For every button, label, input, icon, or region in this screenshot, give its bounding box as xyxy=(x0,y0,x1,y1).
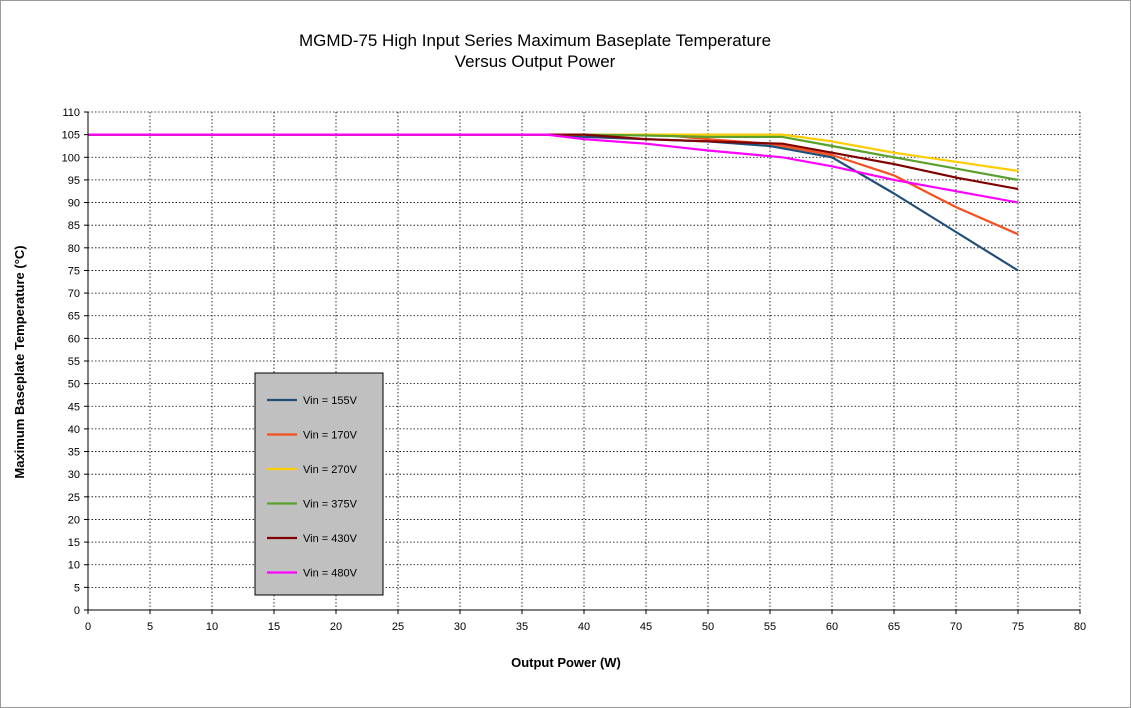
x-tick-label: 80 xyxy=(1074,621,1086,633)
x-tick-label: 35 xyxy=(516,621,528,633)
y-tick-label: 25 xyxy=(68,492,80,504)
x-tick-label: 75 xyxy=(1012,621,1024,633)
legend-label: Vin = 155V xyxy=(303,395,358,407)
y-tick-label: 75 xyxy=(68,265,80,277)
legend-label: Vin = 375V xyxy=(303,499,358,511)
y-tick-label: 105 xyxy=(62,130,80,142)
axes: 0 5 10 15 20 25 30 35 40 45 50 55 60 65 70 75 80 0 5 10 15 20… xyxy=(62,107,1086,633)
grid xyxy=(88,111,1081,610)
y-tick-label: 10 xyxy=(68,560,80,572)
y-tick-label: 90 xyxy=(68,198,80,210)
y-tick-label: 5 xyxy=(74,582,80,594)
y-tick-label: 45 xyxy=(68,401,80,413)
series-line xyxy=(88,133,1019,204)
x-axis-title: Output Power (W) xyxy=(511,655,621,670)
x-tick-label: 5 xyxy=(147,621,153,633)
y-tick-label: 35 xyxy=(68,447,80,459)
x-tick-label: 65 xyxy=(888,621,900,633)
y-tick-label: 55 xyxy=(68,356,80,368)
x-tick-label: 40 xyxy=(578,621,590,633)
y-tick-label: 70 xyxy=(68,288,80,300)
x-tick-label: 25 xyxy=(392,621,404,633)
y-tick-label: 100 xyxy=(62,152,80,164)
legend: Vin = 155V Vin = 170V Vin = 270V Vin = 375V… xyxy=(254,372,384,596)
series-lines xyxy=(88,133,1019,272)
legend-label: Vin = 480V xyxy=(303,568,358,580)
y-tick-label: 85 xyxy=(68,220,80,232)
legend-box xyxy=(254,372,384,596)
x-tick-label: 60 xyxy=(826,621,838,633)
x-tick-label: 45 xyxy=(640,621,652,633)
series-line xyxy=(88,133,1019,272)
x-tick-label: 30 xyxy=(454,621,466,633)
x-tick-label: 20 xyxy=(330,621,342,633)
y-tick-label: 65 xyxy=(68,311,80,323)
y-tick-label: 15 xyxy=(68,537,80,549)
series-line xyxy=(88,133,1019,191)
legend-label: Vin = 430V xyxy=(303,533,358,545)
chart-subtitle: Versus Output Power xyxy=(455,52,616,71)
x-tick-label: 70 xyxy=(950,621,962,633)
x-tick-label: 55 xyxy=(764,621,776,633)
x-tick-label: 0 xyxy=(85,621,91,633)
y-tick-label: 30 xyxy=(68,469,80,481)
x-tick-label: 10 xyxy=(206,621,218,633)
y-tick-label: 95 xyxy=(68,175,80,187)
chart-title: MGMD-75 High Input Series Maximum Basepl… xyxy=(299,31,771,50)
legend-label: Vin = 170V xyxy=(303,430,358,442)
x-tick-label: 15 xyxy=(268,621,280,633)
y-axis-title: Maximum Baseplate Temperature (°C) xyxy=(12,245,27,478)
y-tick-label: 110 xyxy=(62,107,80,119)
y-tick-label: 40 xyxy=(68,424,80,436)
y-tick-label: 50 xyxy=(68,379,80,391)
y-tick-label: 20 xyxy=(68,514,80,526)
x-tick-label: 50 xyxy=(702,621,714,633)
y-tick-label: 60 xyxy=(68,333,80,345)
legend-label: Vin = 270V xyxy=(303,464,358,476)
y-tick-label: 0 xyxy=(74,605,80,617)
y-tick-label: 80 xyxy=(68,243,80,255)
